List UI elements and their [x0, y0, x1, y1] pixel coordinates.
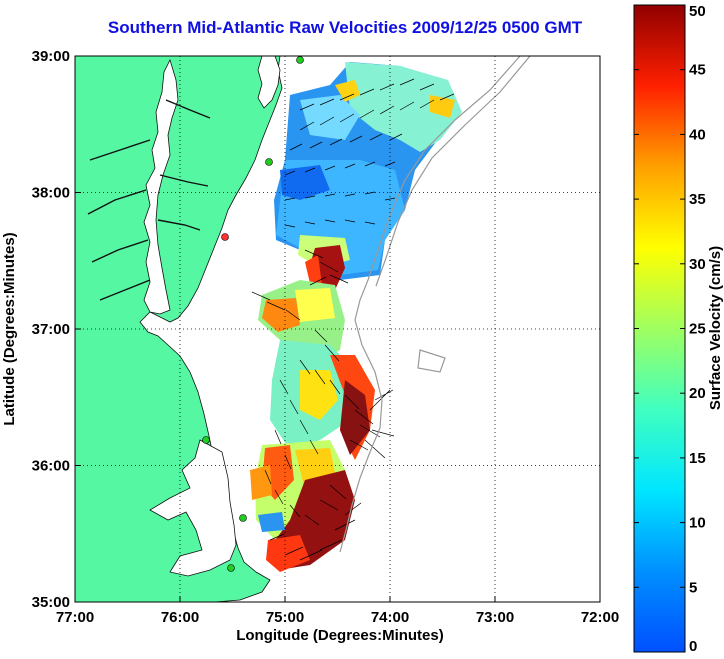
colorbar-tick-label: 30 [689, 256, 706, 273]
x-tick-label: 76:00 [161, 609, 199, 626]
colorbar-tick-label: 0 [689, 638, 697, 655]
x-tick-label: 73:00 [476, 609, 514, 626]
y-axis-label: Latitude (Degrees:Minutes) [1, 232, 18, 425]
colorbar-tick-label: 35 [689, 191, 706, 208]
land-mass [75, 56, 283, 602]
radar-stations [202, 56, 304, 572]
y-tick-label: 36:00 [32, 458, 70, 475]
colorbar-tick-label: 20 [689, 385, 706, 402]
colorbar-tick-label: 45 [689, 62, 706, 79]
x-tick-label: 74:00 [371, 609, 409, 626]
y-tick-label: 35:00 [32, 594, 70, 611]
chesapeake-bay [143, 58, 179, 315]
station-marker [296, 56, 304, 64]
colorbar-tick-label: 40 [689, 126, 706, 143]
station-marker [239, 514, 247, 522]
station-marker [227, 564, 235, 572]
x-axis-label: Longitude (Degrees:Minutes) [236, 627, 444, 644]
map-title: Southern Mid-Atlantic Raw Velocities 200… [107, 18, 583, 37]
station-marker [221, 233, 229, 241]
bay-tributaries [87, 99, 211, 301]
delaware-bay [257, 56, 281, 109]
x-tick-label: 72:00 [581, 609, 619, 626]
y-tick-label: 38:00 [32, 185, 70, 202]
colorbar-tick-label: 50 [689, 3, 706, 20]
y-tick-label: 37:00 [32, 321, 70, 338]
velocity-vectors [251, 78, 455, 561]
colorbar-label: Surface Velocity (cm/s) [707, 246, 724, 410]
station-marker [265, 158, 273, 166]
colorbar-tick-label: 15 [689, 450, 706, 467]
colorbar-gradient [633, 4, 686, 653]
station-marker [202, 436, 210, 444]
grid-lines [75, 56, 600, 602]
y-tick-label: 39:00 [32, 48, 70, 65]
colorbar-tick-label: 10 [689, 515, 706, 532]
bathymetry-contours [339, 56, 531, 553]
x-tick-label: 75:00 [266, 609, 304, 626]
colorbar-tick-label: 5 [689, 579, 697, 596]
colorbar-tick-label: 25 [689, 321, 706, 338]
colorbar: 0 5 10 15 20 25 30 35 40 45 50 Surface Velocity (c… [633, 3, 724, 655]
tick-marks [74, 55, 601, 603]
x-tick-label: 77:00 [56, 609, 94, 626]
colorbar-ticks: 0 5 10 15 20 25 30 35 40 45 50 [634, 3, 706, 655]
